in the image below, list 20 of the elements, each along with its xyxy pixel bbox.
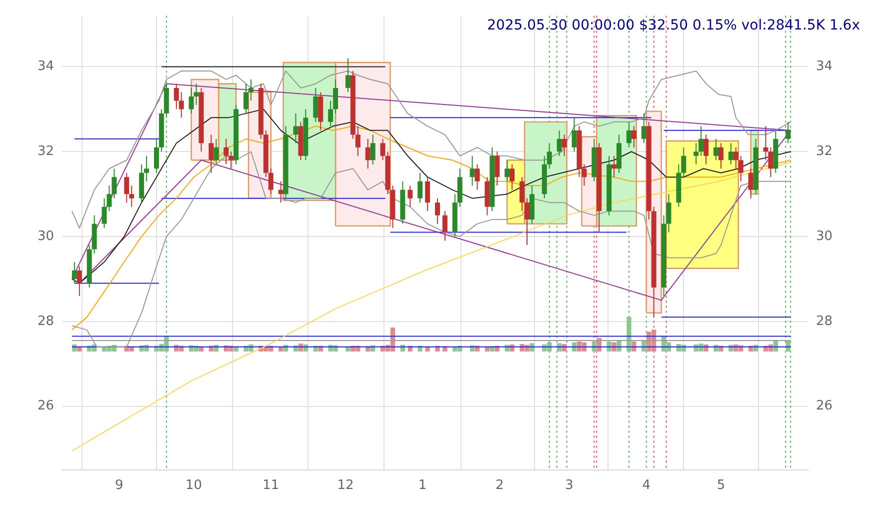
y2-tick-label: 30 <box>816 228 833 244</box>
chart-title: 2025.05.30 00:00:00 $32.50 0.15% vol:2841.5K 1.6x <box>487 18 860 34</box>
y2-tick-label: 26 <box>816 398 833 414</box>
y-tick-label: 26 <box>37 398 54 414</box>
y-tick-label: 30 <box>37 228 54 244</box>
y2-tick-label: 34 <box>816 59 833 74</box>
x-tick-label: 9 <box>115 478 124 494</box>
y2-tick-label: 28 <box>816 314 833 329</box>
x-tick-label: 12 <box>337 478 354 494</box>
y-tick-label: 34 <box>37 59 54 74</box>
y-tick-label: 28 <box>37 314 54 329</box>
x-tick-label: 10 <box>186 478 202 494</box>
x-tick-label: 5 <box>716 478 726 494</box>
y2-tick-label: 32 <box>816 144 833 160</box>
y-tick-label: 32 <box>37 144 54 160</box>
x-tick-label: 2 <box>496 478 504 494</box>
x-tick-label: 1 <box>418 478 427 494</box>
x-tick-label: 4 <box>642 478 651 494</box>
x-tick-label: 3 <box>565 478 574 494</box>
x-tick-label: 11 <box>262 478 280 494</box>
